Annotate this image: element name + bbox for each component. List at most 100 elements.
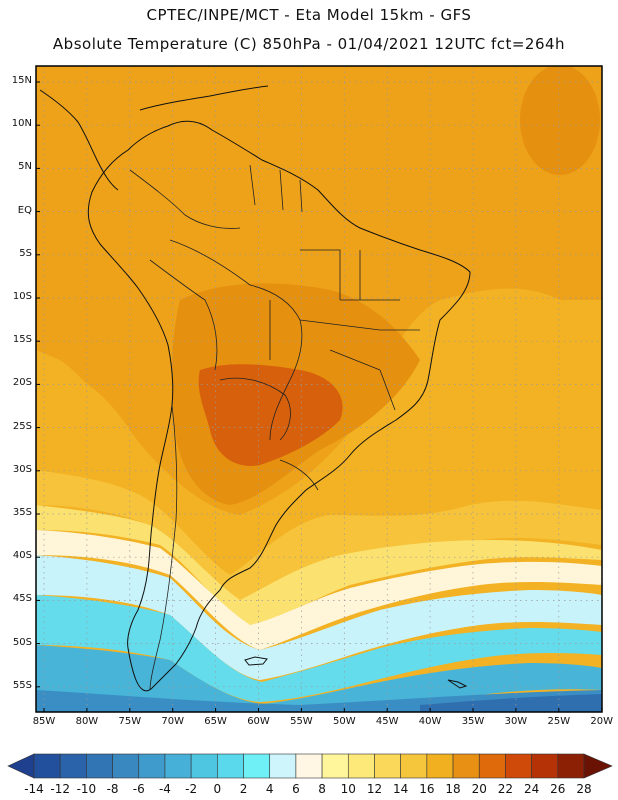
longitude-label: 70W bbox=[161, 716, 184, 727]
colorbar-label: -8 bbox=[106, 782, 119, 796]
latitude-label: 5N bbox=[18, 161, 32, 173]
latitude-label: 15N bbox=[11, 75, 32, 86]
colorbar-swatch bbox=[86, 753, 113, 779]
longitude-label: 80W bbox=[75, 716, 99, 727]
colorbar-label: 18 bbox=[445, 782, 461, 796]
field-amber-zone bbox=[36, 330, 602, 580]
colorbar-swatch bbox=[269, 753, 297, 779]
coastlines bbox=[39, 85, 471, 692]
colorbar-label: 0 bbox=[213, 782, 222, 796]
latitude-label: 10N bbox=[11, 118, 32, 130]
colorbar-swatch bbox=[531, 753, 559, 779]
colorbar-swatch bbox=[190, 753, 218, 779]
colorbar-label: 6 bbox=[292, 782, 300, 796]
longitude-label: 65W bbox=[204, 716, 227, 727]
latitude-label: 15S bbox=[12, 334, 32, 346]
longitude-label: 25W bbox=[547, 716, 571, 727]
field-hot-core bbox=[198, 364, 343, 466]
colorbar-label: 24 bbox=[523, 782, 540, 796]
map-title-line-1: CPTEC/INPE/MCT - Eta Model 15km - GFS bbox=[146, 6, 472, 24]
south-america-coastline bbox=[87, 120, 471, 692]
colorbar-label: 2 bbox=[239, 782, 248, 796]
border-argentina-chile bbox=[149, 404, 178, 691]
brazil-state-lines bbox=[269, 249, 420, 411]
colorbar-label: 28 bbox=[576, 782, 592, 796]
map-title-line-2: Absolute Temperature (C) 850hPa - 01/04/… bbox=[52, 35, 566, 53]
colorbar-label: -4 bbox=[158, 782, 171, 796]
longitude-label: 35W bbox=[461, 716, 485, 727]
falkland-islands bbox=[244, 656, 268, 666]
longitude-label: 85W bbox=[32, 716, 56, 727]
colorbar-high-arrow bbox=[583, 753, 613, 779]
colorbar-swatch bbox=[138, 753, 166, 779]
colorbar-label: 4 bbox=[265, 782, 274, 796]
latitude-label: 35S bbox=[12, 507, 32, 518]
colorbar-low-arrow bbox=[7, 753, 35, 779]
colorbar-swatch bbox=[164, 753, 192, 779]
colorbar-label: -10 bbox=[76, 782, 97, 796]
colorbar-label: 16 bbox=[419, 782, 435, 796]
colorbar-label: -12 bbox=[50, 782, 70, 796]
border-brazil-west bbox=[169, 239, 303, 441]
border-peru-bolivia bbox=[149, 259, 218, 371]
border-paraguay bbox=[219, 377, 291, 441]
latitude-label: 20S bbox=[12, 377, 32, 389]
colorbar-label: 26 bbox=[550, 782, 566, 796]
colorbar-swatch bbox=[243, 753, 271, 779]
graticule bbox=[36, 66, 603, 712]
latitude-label: 30S bbox=[12, 463, 32, 475]
country-borders bbox=[129, 164, 420, 691]
colorbar bbox=[7, 753, 613, 779]
map-frame bbox=[35, 65, 603, 713]
colorbar-swatch bbox=[347, 753, 375, 779]
longitude-label: 40W bbox=[418, 716, 442, 727]
latitude-label: 5S bbox=[19, 247, 32, 259]
latitude-label: 10S bbox=[12, 291, 32, 302]
longitude-label: 30W bbox=[504, 716, 528, 727]
colorbar-swatch bbox=[426, 753, 454, 779]
latitude-label: 55S bbox=[12, 679, 32, 691]
caribbean-coastline bbox=[139, 85, 269, 111]
colorbar-swatch bbox=[112, 753, 140, 779]
colorbar-swatch bbox=[59, 753, 87, 779]
south-georgia bbox=[447, 679, 468, 689]
colorbar-label: 22 bbox=[497, 782, 514, 796]
field-pale-yellow-zone bbox=[36, 505, 602, 625]
field-blue-zone-3 bbox=[420, 694, 602, 712]
axis-ticks bbox=[36, 81, 603, 712]
longitude-label: 60W bbox=[247, 716, 270, 727]
colorbar-label: 14 bbox=[393, 782, 409, 796]
colorbar-swatch bbox=[217, 753, 244, 779]
temperature-field bbox=[36, 66, 602, 712]
longitude-label: 20W bbox=[590, 716, 613, 727]
colorbar-label: 20 bbox=[471, 782, 487, 796]
field-blue-zone-1 bbox=[36, 645, 602, 712]
latitude-label: 45S bbox=[12, 593, 32, 605]
colorbar-swatch bbox=[557, 753, 585, 779]
colorbar-swatch bbox=[295, 753, 323, 779]
latitude-label: 25S bbox=[12, 420, 32, 432]
field-cyan-zone bbox=[36, 595, 602, 702]
colorbar-swatch bbox=[505, 753, 532, 779]
longitude-label: 45W bbox=[375, 716, 399, 727]
border-uruguay bbox=[279, 459, 319, 491]
colorbar-swatch bbox=[478, 753, 506, 779]
longitude-label: 55W bbox=[290, 716, 313, 727]
field-yellow-zone bbox=[36, 470, 602, 605]
colorbar-label: 8 bbox=[318, 782, 326, 796]
colorbar-label: 12 bbox=[366, 782, 383, 796]
colorbar-swatch bbox=[400, 753, 428, 779]
colorbar-swatch bbox=[33, 753, 61, 779]
colorbar-swatch bbox=[452, 753, 480, 779]
border-guianas bbox=[249, 164, 303, 213]
colorbar-label: -2 bbox=[185, 782, 198, 796]
longitude-label: 75W bbox=[118, 716, 142, 727]
central-america-coastline bbox=[39, 89, 119, 191]
latitude-label: 40S bbox=[12, 550, 32, 562]
border-colombia-venezuela bbox=[129, 169, 241, 229]
field-cream-zone bbox=[36, 530, 602, 650]
colorbar-label: 10 bbox=[340, 782, 356, 796]
colorbar-label: -14 bbox=[24, 782, 44, 796]
field-light-cyan-zone bbox=[36, 555, 602, 680]
